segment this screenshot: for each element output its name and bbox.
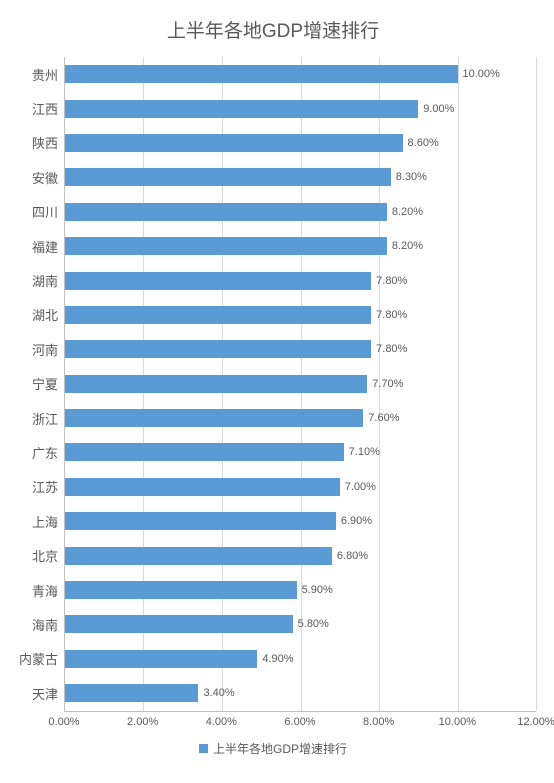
bar: 9.00%: [65, 100, 418, 118]
y-axis-label: 青海: [10, 573, 64, 607]
value-label: 10.00%: [463, 68, 500, 80]
y-axis-label: 天津: [10, 676, 64, 710]
y-axis-label: 北京: [10, 538, 64, 572]
bar-row: 9.00%: [65, 91, 536, 125]
y-axis-label: 内蒙古: [10, 642, 64, 676]
bar-row: 10.00%: [65, 57, 536, 91]
bar-row: 7.80%: [65, 298, 536, 332]
y-axis-label: 四川: [10, 195, 64, 229]
bar: 6.90%: [65, 512, 336, 530]
value-label: 4.90%: [262, 653, 293, 665]
bar-row: 7.80%: [65, 263, 536, 297]
bar-row: 7.00%: [65, 470, 536, 504]
bar-row: 8.20%: [65, 195, 536, 229]
x-axis-tick: 6.00%: [284, 716, 315, 728]
value-label: 7.10%: [349, 446, 380, 458]
value-label: 5.90%: [302, 584, 333, 596]
y-axis-labels: 贵州江西陕西安徽四川福建湖南湖北河南宁夏浙江广东江苏上海北京青海海南内蒙古天津: [10, 57, 64, 711]
value-label: 8.20%: [392, 206, 423, 218]
value-label: 6.80%: [337, 550, 368, 562]
value-label: 7.60%: [368, 412, 399, 424]
x-axis-tick: 0.00%: [48, 716, 79, 728]
value-label: 7.80%: [376, 309, 407, 321]
bar-row: 8.20%: [65, 229, 536, 263]
bar: 7.80%: [65, 340, 371, 358]
y-axis-label: 河南: [10, 332, 64, 366]
bar-row: 4.90%: [65, 642, 536, 676]
bar-row: 7.80%: [65, 332, 536, 366]
y-axis-label: 安徽: [10, 160, 64, 194]
y-axis-label: 贵州: [10, 57, 64, 91]
bar-row: 6.80%: [65, 538, 536, 572]
y-axis-label: 湖南: [10, 263, 64, 297]
bar: 7.60%: [65, 409, 363, 427]
bar: 7.10%: [65, 443, 344, 461]
bar: 7.70%: [65, 375, 367, 393]
bar: 7.80%: [65, 306, 371, 324]
x-axis-tick: 10.00%: [439, 716, 476, 728]
y-axis-label: 海南: [10, 607, 64, 641]
bar-row: 5.80%: [65, 607, 536, 641]
value-label: 5.80%: [298, 618, 329, 630]
x-axis-tick: 2.00%: [127, 716, 158, 728]
x-axis: 0.00%2.00%4.00%6.00%8.00%10.00%12.00%: [64, 712, 536, 734]
value-label: 9.00%: [423, 103, 454, 115]
gridline: [536, 57, 537, 711]
bars-container: 10.00% 9.00% 8.60% 8.30% 8.20% 8.20% 7.80% 7.80…: [65, 57, 536, 711]
value-label: 8.30%: [396, 171, 427, 183]
bar-row: 7.70%: [65, 367, 536, 401]
y-axis-label: 广东: [10, 435, 64, 469]
y-axis-label: 江西: [10, 91, 64, 125]
bar: 4.90%: [65, 650, 257, 668]
y-axis-label: 陕西: [10, 126, 64, 160]
bar-row: 7.60%: [65, 401, 536, 435]
bar: 5.90%: [65, 581, 297, 599]
plot: 10.00% 9.00% 8.60% 8.30% 8.20% 8.20% 7.80% 7.80…: [64, 57, 536, 712]
value-label: 7.80%: [376, 343, 407, 355]
y-axis-label: 江苏: [10, 470, 64, 504]
plot-area: 贵州江西陕西安徽四川福建湖南湖北河南宁夏浙江广东江苏上海北京青海海南内蒙古天津 …: [10, 57, 536, 712]
bar-row: 8.60%: [65, 126, 536, 160]
value-label: 7.00%: [345, 481, 376, 493]
bar: 7.00%: [65, 478, 340, 496]
y-axis-label: 福建: [10, 229, 64, 263]
bar: 8.20%: [65, 203, 387, 221]
bar-row: 8.30%: [65, 160, 536, 194]
y-axis-label: 宁夏: [10, 367, 64, 401]
x-axis-tick: 4.00%: [206, 716, 237, 728]
value-label: 7.70%: [372, 378, 403, 390]
bar-row: 7.10%: [65, 435, 536, 469]
bar: 8.30%: [65, 168, 391, 186]
y-axis-label: 湖北: [10, 298, 64, 332]
gdp-growth-chart: 上半年各地GDP增速排行 贵州江西陕西安徽四川福建湖南湖北河南宁夏浙江广东江苏上…: [0, 0, 554, 783]
value-label: 3.40%: [203, 687, 234, 699]
bar: 10.00%: [65, 65, 458, 83]
value-label: 8.60%: [408, 137, 439, 149]
x-axis-tick: 12.00%: [517, 716, 554, 728]
legend-swatch: [199, 744, 208, 753]
bar: 7.80%: [65, 272, 371, 290]
y-axis-label: 上海: [10, 504, 64, 538]
bar: 6.80%: [65, 547, 332, 565]
bar-row: 3.40%: [65, 676, 536, 710]
x-axis-tick: 8.00%: [363, 716, 394, 728]
legend-label: 上半年各地GDP增速排行: [213, 740, 347, 757]
legend: 上半年各地GDP增速排行: [10, 740, 536, 757]
value-label: 8.20%: [392, 240, 423, 252]
bar: 5.80%: [65, 615, 293, 633]
y-axis-label: 浙江: [10, 401, 64, 435]
value-label: 6.90%: [341, 515, 372, 527]
bar-row: 6.90%: [65, 504, 536, 538]
bar: 8.60%: [65, 134, 403, 152]
bar-row: 5.90%: [65, 573, 536, 607]
bar: 8.20%: [65, 237, 387, 255]
bar: 3.40%: [65, 684, 198, 702]
chart-title: 上半年各地GDP增速排行: [10, 10, 536, 57]
value-label: 7.80%: [376, 275, 407, 287]
